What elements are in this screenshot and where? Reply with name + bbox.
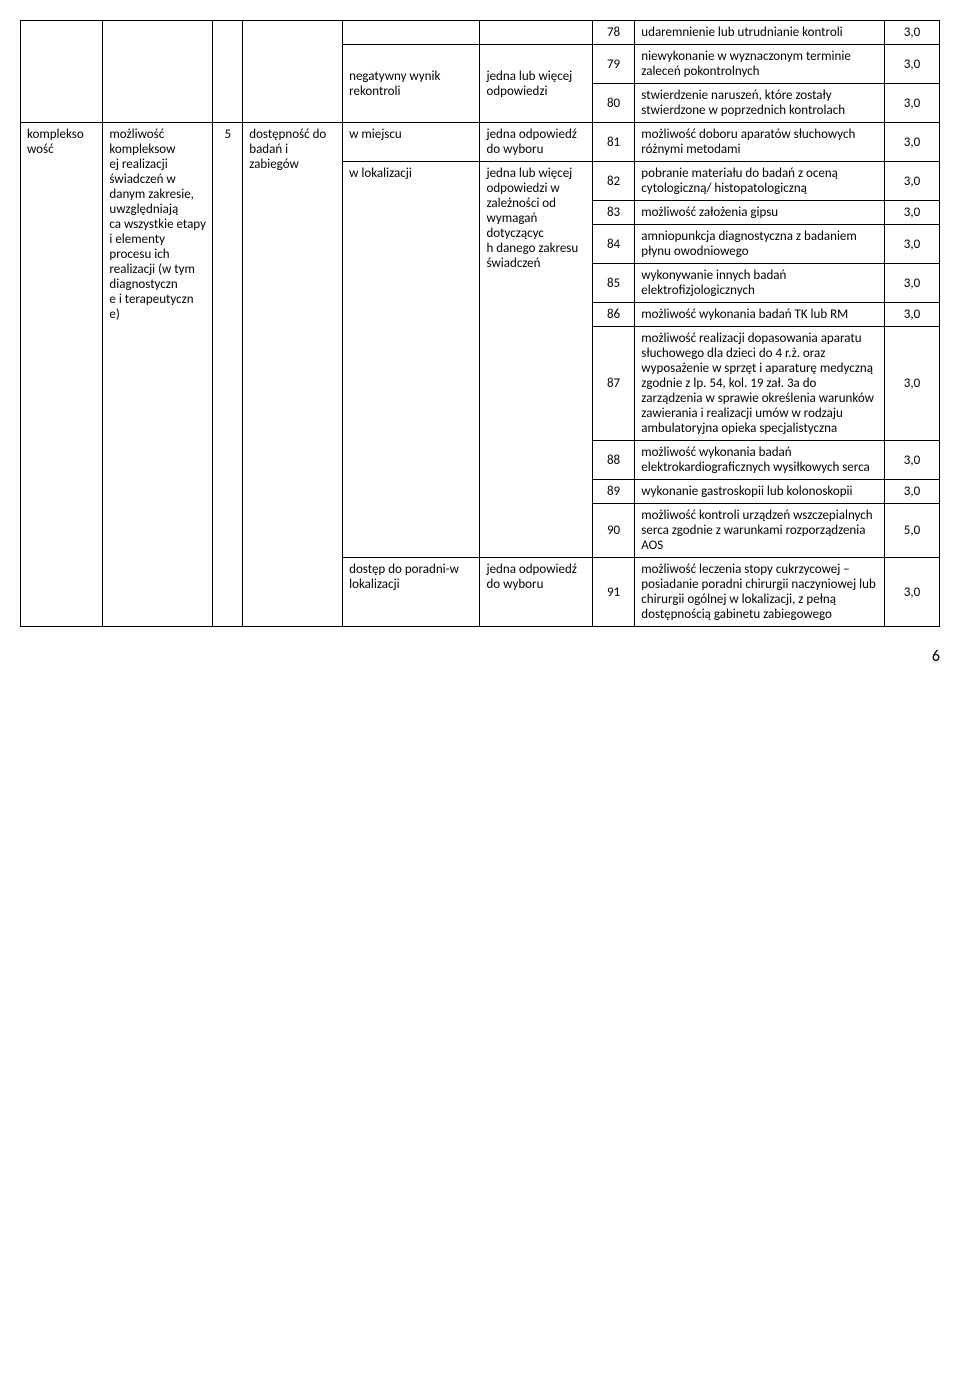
row-desc: udaremnienie lub utrudnianie kontroli [635,21,885,45]
row-desc: niewykonanie w wyznaczonym terminie zale… [635,45,885,84]
row-val: 3,0 [885,201,940,225]
row-num: 91 [592,558,634,627]
row-num: 83 [592,201,634,225]
cell-c6: jedna odpowiedź do wyboru [480,123,592,162]
row-num: 82 [592,162,634,201]
row-desc: amniopunkcja diagnostyczna z badaniem pł… [635,225,885,264]
row-num: 85 [592,264,634,303]
table-row: 78 udaremnienie lub utrudnianie kontroli… [21,21,940,45]
row-desc: możliwość realizacji dopasowania aparatu… [635,327,885,441]
row-val: 3,0 [885,303,940,327]
cell-c1: komplekso wość [21,123,103,627]
row-val: 3,0 [885,225,940,264]
row-num: 90 [592,504,634,558]
row-num: 79 [592,45,634,84]
cell-c5: w miejscu [343,123,480,162]
row-val: 3,0 [885,480,940,504]
cell-c6: jedna lub więcej odpowiedzi w zależności… [480,162,592,558]
document-table: 78 udaremnienie lub utrudnianie kontroli… [20,20,940,627]
row-val: 3,0 [885,21,940,45]
row-num: 87 [592,327,634,441]
row-desc: możliwość doboru aparatów słuchowych róż… [635,123,885,162]
row-desc: możliwość kontroli urządzeń wszczepialny… [635,504,885,558]
row-num: 81 [592,123,634,162]
row-desc: możliwość leczenia stopy cukrzycowej – p… [635,558,885,627]
row-val: 3,0 [885,558,940,627]
row-val: 3,0 [885,441,940,480]
row-val: 3,0 [885,327,940,441]
row-desc: stwierdzenie naruszeń, które zostały stw… [635,84,885,123]
row-num: 86 [592,303,634,327]
row-desc: pobranie materiału do badań z oceną cyto… [635,162,885,201]
cell-c6: jedna odpowiedź do wyboru [480,558,592,627]
cell-c4: dostępność do badań i zabiegów [243,123,343,627]
row-val: 3,0 [885,45,940,84]
row-desc: wykonywanie innych badań elektrofizjolog… [635,264,885,303]
cell-c5: negatywny wynik rekontroli [343,45,480,123]
row-num: 78 [592,21,634,45]
row-desc: możliwość wykonania badań elektrokardiog… [635,441,885,480]
table-row: komplekso wość możliwość kompleksow ej r… [21,123,940,162]
row-val: 3,0 [885,162,940,201]
row-val: 3,0 [885,84,940,123]
cell-c5: w lokalizacji [343,162,480,558]
row-num: 80 [592,84,634,123]
cell-c3: 5 [213,123,243,627]
row-num: 89 [592,480,634,504]
row-val: 5,0 [885,504,940,558]
row-num: 84 [592,225,634,264]
row-desc: możliwość wykonania badań TK lub RM [635,303,885,327]
row-num: 88 [592,441,634,480]
page-number: 6 [20,647,940,666]
row-desc: możliwość założenia gipsu [635,201,885,225]
row-val: 3,0 [885,123,940,162]
cell-c5: dostęp do poradni-w lokalizacji [343,558,480,627]
cell-c2: możliwość kompleksow ej realizacji świad… [103,123,213,627]
row-val: 3,0 [885,264,940,303]
cell-c6: jedna lub więcej odpowiedzi [480,45,592,123]
row-desc: wykonanie gastroskopii lub kolonoskopii [635,480,885,504]
